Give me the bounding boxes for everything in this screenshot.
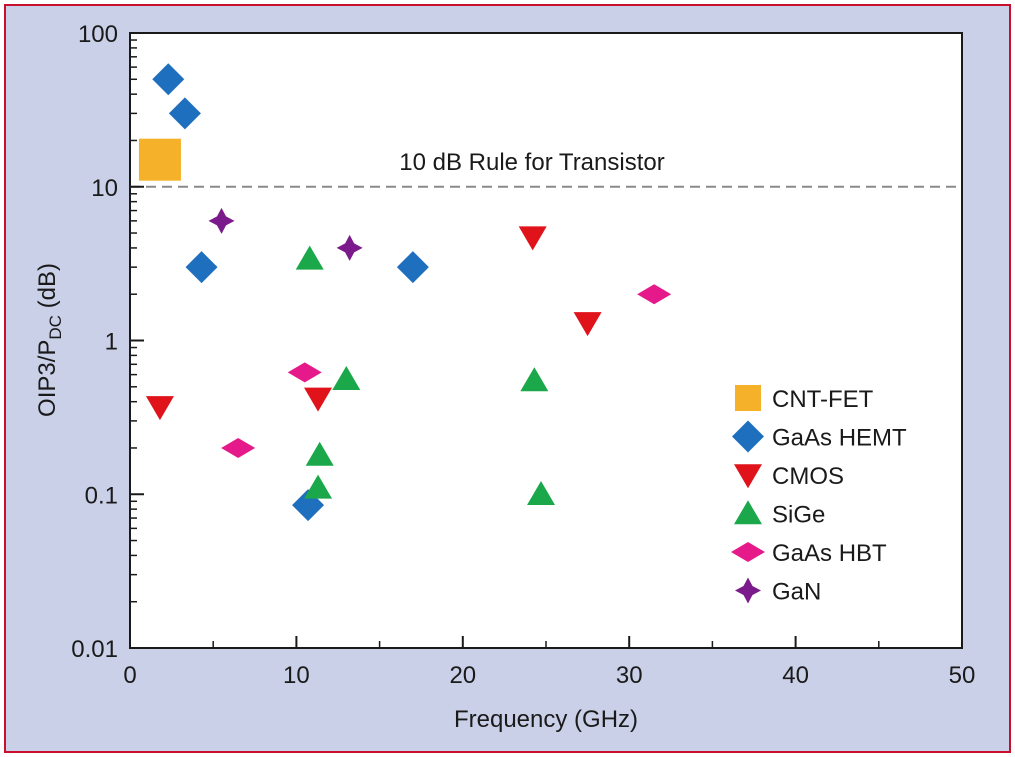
legend: CNT-FET GaAs HEMT CMOS SiGe GaAs HBT GaN	[731, 384, 907, 606]
axis-ticks	[129, 32, 963, 649]
gan-point	[208, 207, 235, 234]
gaas-hemt-point	[396, 251, 429, 284]
x-tick-label: 30	[616, 662, 643, 689]
y-axis-title: OIP3/PDC (dB)	[34, 263, 65, 417]
x-tick-label: 50	[949, 662, 976, 689]
y-tick-label: 1	[105, 329, 118, 356]
x-tick-label: 20	[449, 662, 476, 689]
axis-tick-labels: 0 10 20 30 40 50 0.01 0.1 1 10 100	[71, 21, 975, 689]
legend-marker-gan	[735, 577, 761, 604]
legend-label-gaas-hemt: GaAs HEMT	[772, 425, 907, 452]
gan-point	[336, 234, 363, 261]
y-tick-label: 100	[78, 21, 118, 48]
reference-line-group: 10 dB Rule for Transistor	[130, 149, 962, 188]
y-axis-title-subscript: DC	[46, 315, 65, 340]
gaas-hemt-point	[152, 63, 185, 96]
cmos-point	[145, 396, 174, 421]
gaas-hemt-point	[168, 97, 201, 130]
legend-label-cmos: CMOS	[772, 463, 844, 490]
data-points	[138, 63, 672, 522]
legend-marker-cmos	[734, 464, 762, 489]
gaas-hemt-point	[185, 251, 218, 284]
legend-label-cnt-fet: CNT-FET	[772, 386, 874, 413]
sige-point	[304, 474, 333, 499]
y-axis-title-base: OIP3/P	[34, 340, 61, 417]
x-tick-label: 10	[283, 662, 310, 689]
legend-marker-gaas-hbt	[731, 542, 765, 562]
legend-marker-gaas-hemt	[732, 420, 764, 453]
y-tick-label: 0.01	[71, 636, 118, 663]
gaas-hbt-point	[287, 362, 322, 383]
cmos-point	[304, 387, 333, 412]
y-tick-label: 0.1	[85, 482, 118, 509]
x-tick-label: 0	[123, 662, 136, 689]
legend-marker-sige	[734, 500, 762, 525]
plot-area	[129, 32, 963, 649]
reference-line-label: 10 dB Rule for Transistor	[399, 149, 664, 176]
gaas-hbt-point	[637, 284, 672, 305]
cmos-point	[518, 226, 547, 251]
sige-point	[520, 367, 549, 392]
legend-label-gaas-hbt: GaAs HBT	[772, 540, 887, 567]
x-tick-label: 40	[782, 662, 809, 689]
legend-label-gan: GaN	[772, 579, 821, 606]
x-axis-title: Frequency (GHz)	[454, 706, 638, 733]
sige-point	[295, 245, 324, 270]
gaas-hbt-point	[221, 437, 256, 458]
legend-label-sige: SiGe	[772, 502, 825, 529]
cnt-fet-point	[138, 138, 181, 181]
sige-point	[527, 481, 556, 506]
y-tick-label: 10	[91, 175, 118, 202]
cmos-point	[573, 312, 602, 337]
sige-point	[305, 441, 334, 466]
legend-marker-cnt-fet	[734, 384, 762, 412]
y-axis-title-suffix: (dB)	[34, 263, 61, 315]
sige-point	[332, 366, 361, 391]
